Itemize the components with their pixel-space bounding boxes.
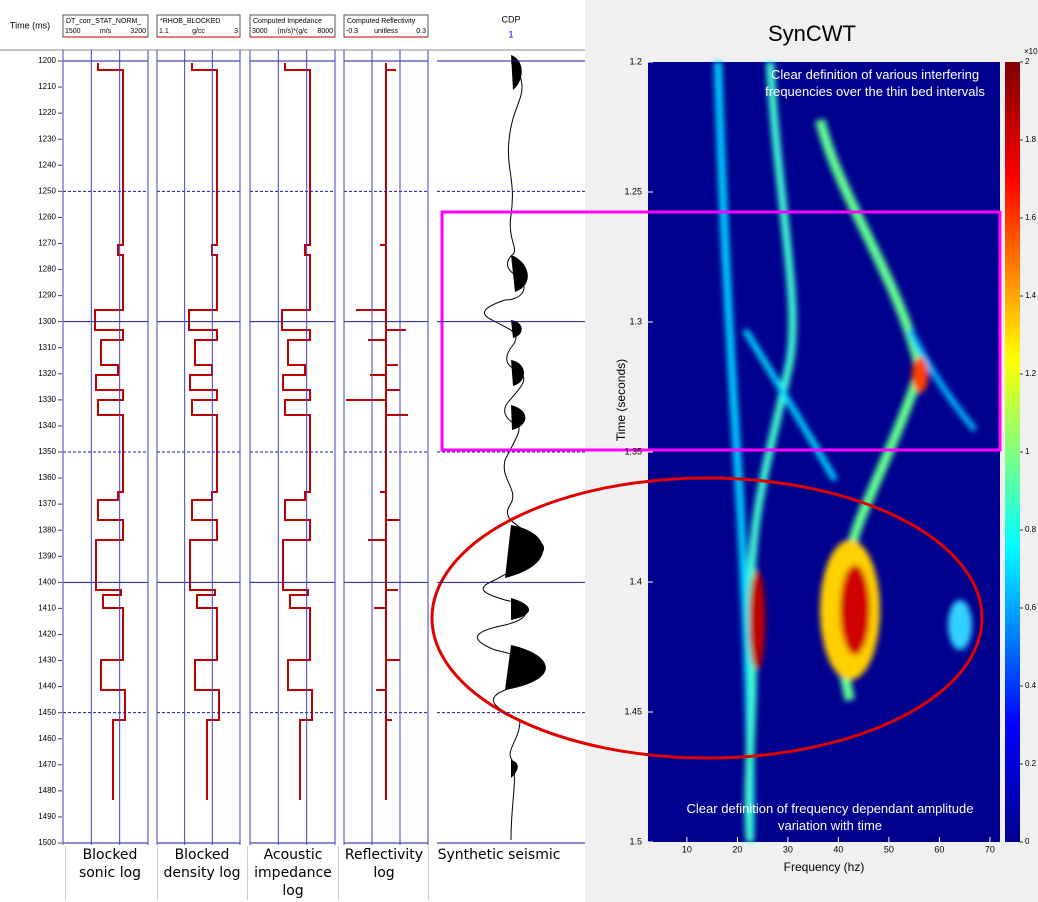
colorbar-tick-label: 1.6 xyxy=(1025,213,1037,222)
track-name: DT_corr_STAT_NORM_ xyxy=(66,18,141,25)
page: Time (ms) CDP 1 SynCWT Frequency (hz) Ti… xyxy=(0,0,1038,902)
time-tick-label: 1410 xyxy=(38,604,56,613)
time-tick-label: 1310 xyxy=(38,343,56,352)
y-tick-label: 1.3 xyxy=(629,316,642,326)
track-name: Computed Impedance xyxy=(253,18,322,25)
colorbar-tick-label: 1.8 xyxy=(1025,135,1037,144)
track-max: 0.3 xyxy=(416,28,426,35)
time-tick-label: 1480 xyxy=(38,786,56,795)
time-tick-label: 1280 xyxy=(38,265,56,274)
time-tick-label: 1330 xyxy=(38,395,56,404)
y-axis-label: Time (seconds) xyxy=(614,359,628,441)
caption: Synthetic seismic xyxy=(428,846,569,900)
time-tick-label: 1290 xyxy=(38,291,56,300)
time-tick-label: 1270 xyxy=(38,239,56,248)
colorbar-tick-label: 0.8 xyxy=(1025,525,1037,534)
x-tick-label: 40 xyxy=(833,844,843,854)
time-tick-label: 1250 xyxy=(38,186,56,195)
track-unit: unitless xyxy=(374,28,398,35)
y-tick-label: 1.2 xyxy=(629,56,642,66)
x-tick-label: 70 xyxy=(985,844,995,854)
colorbar-tick-label: 1.4 xyxy=(1025,291,1037,300)
x-tick-label: 10 xyxy=(682,844,692,854)
track-name: *RHOB_BLOCKED xyxy=(160,18,220,25)
track-unit: (m/s)*(g/c xyxy=(277,28,308,35)
time-tick-label: 1380 xyxy=(38,525,56,534)
time-tick-label: 1230 xyxy=(38,134,56,143)
time-tick-label: 1430 xyxy=(38,656,56,665)
time-tick-label: 1470 xyxy=(38,760,56,769)
time-tick-label: 1300 xyxy=(38,317,56,326)
track-max: 3200 xyxy=(130,28,146,35)
colorbar-tick-label: 2 xyxy=(1025,57,1030,66)
time-tick-label: 1320 xyxy=(38,369,56,378)
x-tick-label: 20 xyxy=(732,844,742,854)
spectrogram-title: SynCWT xyxy=(768,21,856,46)
y-tick-label: 1.4 xyxy=(629,576,642,586)
time-tick-label: 1460 xyxy=(38,734,56,743)
track-min: 3000 xyxy=(252,28,268,35)
annotation: Clear definition of frequency dependant … xyxy=(680,800,980,834)
x-tick-label: 50 xyxy=(884,844,894,854)
figure: Time (ms) CDP 1 SynCWT Frequency (hz) Ti… xyxy=(0,0,1038,902)
time-tick-label: 1220 xyxy=(38,108,56,117)
track-max: 3 xyxy=(234,28,238,35)
time-tick-label: 1240 xyxy=(38,160,56,169)
time-tick-label: 1450 xyxy=(38,708,56,717)
time-tick-label: 1440 xyxy=(38,682,56,691)
track-unit: m/s xyxy=(100,28,112,35)
colorbar-tick-label: 0 xyxy=(1025,837,1030,846)
spectrogram-image xyxy=(648,62,1000,842)
caption: Blocked density log xyxy=(157,846,246,900)
time-axis-label: Time (ms) xyxy=(10,20,50,30)
track-unit: g/cc xyxy=(192,28,205,35)
track-min: 1.1 xyxy=(159,28,169,35)
time-tick-label: 1490 xyxy=(38,812,56,821)
time-tick-label: 1210 xyxy=(38,82,56,91)
y-tick-label: 1.45 xyxy=(624,706,642,716)
trace-number: 1 xyxy=(508,29,513,39)
colorbar xyxy=(1005,62,1020,842)
time-tick-label: 1500 xyxy=(38,838,56,847)
time-tick-label: 1420 xyxy=(38,630,56,639)
track-name: Computed Reflectivity xyxy=(347,18,416,25)
seismic-header: CDP xyxy=(501,14,520,24)
caption: Reflectivity log xyxy=(338,846,429,900)
y-tick-label: 1.5 xyxy=(629,836,642,846)
annotation: Clear definition of various interfering … xyxy=(765,66,985,100)
time-tick-label: 1200 xyxy=(38,56,56,65)
colorbar-tick-label: 0.6 xyxy=(1025,603,1037,612)
colorbar-exponent: ×10 xyxy=(1024,47,1038,56)
x-axis-label: Frequency (hz) xyxy=(784,860,865,874)
caption: Acoustic impedance log xyxy=(247,846,338,900)
time-tick-label: 1260 xyxy=(38,213,56,222)
colorbar-tick-label: 0.4 xyxy=(1025,681,1037,690)
track-max: 8000 xyxy=(317,28,333,35)
time-tick-label: 1340 xyxy=(38,421,56,430)
colorbar-tick-label: 1 xyxy=(1025,447,1030,456)
caption: Blocked sonic log xyxy=(65,846,154,900)
time-tick-label: 1400 xyxy=(38,577,56,586)
time-tick-label: 1390 xyxy=(38,551,56,560)
colorbar-tick-label: 0.2 xyxy=(1025,759,1037,768)
track-min: -0.3 xyxy=(346,28,358,35)
time-tick-label: 1350 xyxy=(38,447,56,456)
time-tick-label: 1370 xyxy=(38,499,56,508)
x-tick-label: 60 xyxy=(934,844,944,854)
colorbar-tick-label: 1.2 xyxy=(1025,369,1037,378)
time-tick-label: 1360 xyxy=(38,473,56,482)
y-tick-label: 1.25 xyxy=(624,186,642,196)
track-min: 1500 xyxy=(65,28,81,35)
x-tick-label: 30 xyxy=(783,844,793,854)
y-tick-label: 1.35 xyxy=(624,446,642,456)
